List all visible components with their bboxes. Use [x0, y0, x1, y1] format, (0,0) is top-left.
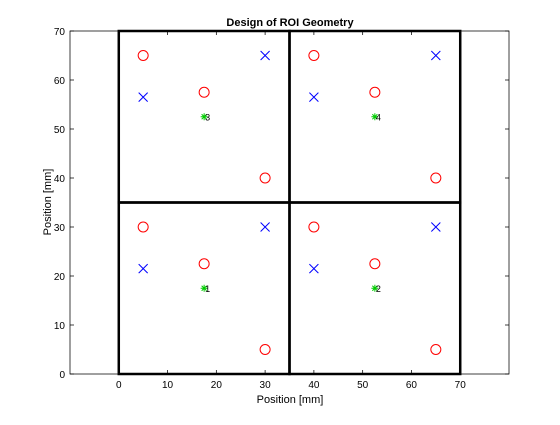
x-marker — [430, 222, 441, 232]
asterisk-marker — [371, 113, 379, 121]
roi-label: 2 — [376, 284, 381, 294]
circle-marker — [430, 172, 442, 184]
circle-marker — [137, 221, 149, 233]
x-tick-label: 10 — [162, 380, 174, 391]
circle-marker — [198, 258, 210, 270]
circle-marker — [259, 344, 271, 355]
y-tick-label: 70 — [54, 27, 66, 38]
x-marker — [309, 263, 319, 274]
y-tick-label: 0 — [59, 370, 65, 381]
roi-label: 1 — [205, 284, 210, 294]
axes-layer: 0 10 20 30 40 50 60 70 0 10 20 30 40 50 60 70 — [54, 27, 510, 391]
asterisk-marker — [371, 284, 379, 292]
x-tick-label: 40 — [308, 380, 320, 391]
x-marker — [138, 263, 149, 274]
circle-marker — [430, 344, 442, 355]
y-tick-label: 60 — [54, 76, 66, 87]
x-tick-label: 60 — [406, 380, 418, 391]
circle-marker — [369, 258, 381, 270]
roi-box — [288, 29, 462, 204]
x-marker — [138, 92, 149, 103]
circle-marker — [259, 172, 271, 184]
circle-marker — [308, 50, 320, 61]
x-marker — [309, 92, 319, 103]
asterisk-marker — [200, 284, 208, 292]
y-tick-label: 30 — [54, 223, 66, 234]
x-marker — [260, 222, 270, 232]
circle-marker — [137, 50, 149, 61]
x-marker — [430, 50, 441, 61]
data-markers: 1 2 3 4 — [137, 50, 442, 355]
x-tick-label: 30 — [260, 380, 272, 391]
chart-title: Design of ROI Geometry — [226, 17, 354, 29]
circle-marker — [369, 86, 381, 98]
y-tick-label: 20 — [54, 272, 66, 283]
circle-marker — [308, 221, 320, 233]
x-tick-label: 20 — [211, 380, 223, 391]
y-tick-label: 50 — [54, 125, 66, 136]
asterisk-marker — [200, 113, 208, 121]
roi-boxes — [117, 29, 462, 376]
y-axis-label: Position [mm] — [42, 169, 54, 236]
x-tick-label: 70 — [455, 380, 467, 391]
roi-label: 4 — [376, 112, 381, 122]
x-tick-label: 50 — [357, 380, 369, 391]
x-tick-label: 0 — [116, 380, 122, 391]
y-tick-label: 10 — [54, 321, 66, 332]
circle-marker — [198, 86, 210, 98]
x-marker — [260, 50, 270, 61]
y-tick-label: 40 — [54, 174, 66, 185]
roi-label: 3 — [205, 112, 210, 122]
x-axis-label: Position [mm] — [257, 394, 324, 406]
